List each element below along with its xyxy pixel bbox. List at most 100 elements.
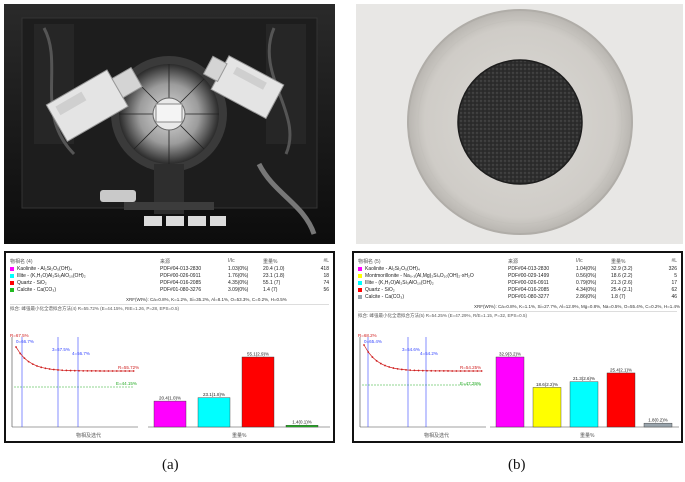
phase-row: Illite - (K,H₃O)Al₂Si₃AlO₁₀(OH)₂ PDF#00-0… [10,273,329,280]
refinement-point [82,369,85,372]
phase-count: 46 [671,294,677,300]
refinement-point [413,369,416,372]
phase-row: Quartz - SiO₂ PDF#04-016-2085 4.34(0%) 25.4… [358,287,677,294]
xrd-result-panel-a: 物相名 (4) 来源 I/Ic 重量% #L Kaolinite - Al₂Si… [4,251,335,443]
phase-count: 18 [323,273,329,279]
phase-swatch [10,281,14,285]
phase-row: Quartz - SiO₂ PDF#04-016-2085 4.35(0%) 55.1… [10,280,329,287]
refinement-point [426,369,428,372]
phase-count: 418 [320,266,329,272]
phase-count: 74 [323,280,329,286]
sample-dish-illustration [356,4,683,244]
xrd-instrument-illustration [4,4,335,244]
fit-summary: 拟合: 峰强最小化全谱拟合方法(5) R=54.25% (E=47.29%, R… [358,311,677,319]
refinement-point [23,357,26,360]
refinement-point [36,365,38,367]
refinement-point [65,369,68,372]
phase-count: 17 [671,280,677,286]
left-axis-label: 物相及选代 [76,433,102,439]
refinement-point [132,370,135,372]
phase-row: Kaolinite - Al₂Si₂O₅(OH)₄ PDF#04-013-2830… [10,266,329,273]
phase-ic: 1.04(0%) [576,266,597,272]
phase-swatch [10,274,14,278]
weight-bar [241,356,275,428]
phase-ic: 0.56(0%) [576,273,597,279]
refinement-point [468,370,470,372]
weight-bar [643,422,673,428]
phase-ic: 0.79(0%) [576,280,597,286]
refinement-point [73,369,76,372]
refinement-svg: R=67.5%0=66.7% 3=57.5%4=56.7% R=55.72% E=44… [10,333,330,428]
refinement-point [57,369,59,371]
phase-row: Calcite - Ca(CO₃) PDF#01-080-3276 3.09(0%)… [10,287,329,294]
refinement-point [124,370,127,372]
phase-pdf: PDF#04-013-2830 [508,266,550,272]
phase-table: Kaolinite - Al₂Si₂O₅(OH)₄ PDF#04-013-2830… [10,266,329,294]
curve-label: 3=57.5% [52,347,70,352]
phase-swatch [10,288,14,292]
header-count: #L [323,258,329,264]
weight-bar [153,400,187,428]
phase-name: Kaolinite - Al₂Si₂O₅(OH)₄ [365,266,420,272]
curve-label: R=55.72% [118,365,139,370]
refinement-svg: R=68.2%0=65.4% 3=54.6%4=54.2% R=54.25% E=47… [358,333,681,428]
weight-bar [197,397,231,428]
refinement-point [472,370,475,372]
refinement-point [367,351,370,353]
phase-swatch [358,288,362,292]
bar-value-label: 20.4(1.0)% [159,396,181,401]
refinement-point [371,356,374,358]
fit-summary: 拟合: 峰强最小化全谱拟合方法(4) R=55.72% (E=44.15%, R… [10,304,329,312]
xrd-result-panel-b: 物相名 (5) 来源 I/Ic 重量% #L Kaolinite - Al₂Si… [352,251,683,443]
refinement-point [120,370,122,372]
phase-weight: 23.1 (1.8) [263,273,285,279]
weight-bar [495,356,525,428]
curve-label: 0=66.7% [16,339,34,344]
phase-count: 56 [323,287,329,293]
curve-label: R=67.5% [10,333,29,338]
curve-label: 4=54.2% [420,351,438,356]
refinement-point [417,369,420,372]
sample-dish-photo [356,4,683,244]
refinement-point [103,370,106,372]
phase-weight: 1.8 (7) [611,294,626,300]
refinement-point [111,370,114,372]
bar-value-label: 1.8(0.2)% [648,418,668,423]
phase-ic: 2.86(0%) [576,294,597,300]
refinement-point [61,369,64,372]
refinement-point [400,368,403,371]
bar-value-label: 32.9(3.2)% [499,352,521,357]
curve-label: 0=65.4% [364,339,382,344]
right-axis-label: 重量% [232,433,247,439]
refinement-point [44,367,47,370]
header-weight: 重量% [611,259,626,265]
phase-ic: 4.35(0%) [228,280,249,286]
phase-name: Kaolinite - Al₂Si₂O₅(OH)₄ [17,266,72,272]
phase-name: Illite - (K,H₃O)Al₂Si₃AlO₁₀(OH)₂ [365,280,434,286]
weight-bar [569,381,599,428]
phase-swatch [10,267,14,271]
refinement-point [388,366,391,368]
refinement-point [363,344,365,346]
header-ic: I/Ic [228,258,235,264]
phase-pdf: PDF#04-016-2085 [160,280,202,286]
bar-value-label: 55.1(2.9)% [247,352,269,357]
phase-name: Calcite - Ca(CO₃) [17,287,56,293]
refinement-point [107,370,110,372]
refinement-point [463,370,466,372]
xrf-summary: XRF(Wt%): Ca=0.8%, K=1.1%, Si=27.7%, Al=… [474,304,680,309]
phase-swatch [358,267,362,271]
header-source: 来源 [508,259,519,265]
phase-weight: 55.1 (7) [263,280,281,286]
phase-row: Montmorillonite - Na₀.₃(Al,Mg)₂Si₄O₁₀(OH… [358,273,677,280]
xrf-summary: XRF(Wt%): Ca=0.8%, K=1.2%, Si=35.2%, Al=… [126,297,287,302]
phase-weight: 21.3 (2.6) [611,280,633,286]
refinement-plot: R=68.2% 0=65.4% 3=54.6% 4=54.2% R=54.25% E=47… [356,329,681,439]
phase-row: Kaolinite - Al₂Si₂O₅(OH)₄ PDF#04-013-2830… [358,266,677,273]
refinement-point [90,370,93,372]
caption-a: (a) [162,457,179,473]
refinement-point [476,370,479,372]
bar-value-label: 23.1(1.8)% [203,392,225,397]
header-phase: 物相名 (5) [358,259,381,265]
left-axis-label: 物相及选代 [424,433,450,439]
